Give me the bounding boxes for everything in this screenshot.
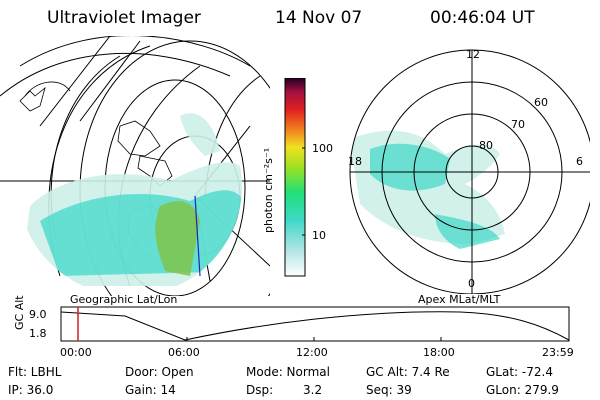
colorbar-tick-10: 10 xyxy=(312,229,326,242)
mlt-label-0: 0 xyxy=(468,277,475,290)
gc-alt-status: GC Alt: 7.4 Re xyxy=(366,365,450,379)
colorbar: photon cm⁻²s⁻¹ xyxy=(262,78,306,277)
polar-plot xyxy=(349,49,590,294)
mlat-label-80: 80 xyxy=(479,139,493,152)
altitude-timeline xyxy=(60,306,570,342)
colorbar-tick-100: 100 xyxy=(312,142,333,155)
glat-status: GLat: -72.4 xyxy=(486,365,553,379)
filter-status: Flt: LBHL xyxy=(8,365,62,379)
time-label: 00:46:04 UT xyxy=(430,8,535,28)
polar-plot-caption: Apex MLat/MLT xyxy=(418,293,501,306)
mlt-label-6: 6 xyxy=(576,155,583,168)
dsp-label: Dsp: xyxy=(246,383,274,397)
mlat-label-60: 60 xyxy=(534,96,548,109)
time-tick-0600: 06:00 xyxy=(168,346,200,359)
gc-alt-axis-label: GC Alt xyxy=(13,295,26,330)
gc-alt-tick-high: 9.0 xyxy=(29,308,47,321)
mlt-label-18: 18 xyxy=(348,155,362,168)
time-tick-1800: 18:00 xyxy=(423,346,455,359)
time-tick-1200: 12:00 xyxy=(296,346,328,359)
date-label: 14 Nov 07 xyxy=(275,8,363,28)
mlt-label-12: 12 xyxy=(466,48,480,61)
time-tick-2359: 23:59 xyxy=(542,346,574,359)
seq-status: Seq: 39 xyxy=(366,383,412,397)
gain-status: Gain: 14 xyxy=(125,383,176,397)
ip-status: IP: 36.0 xyxy=(8,383,54,397)
dsp-value: 3.2 xyxy=(303,383,323,397)
geographic-map-caption: Geographic Lat/Lon xyxy=(70,293,178,306)
time-tick-0000: 00:00 xyxy=(60,346,92,359)
glon-status: GLon: 279.9 xyxy=(486,383,559,397)
mode-status: Mode: Normal xyxy=(246,365,330,379)
door-status: Door: Open xyxy=(125,365,194,379)
mlat-label-70: 70 xyxy=(511,118,525,131)
gc-alt-tick-low: 1.8 xyxy=(29,327,47,340)
instrument-title: Ultraviolet Imager xyxy=(47,8,201,28)
colorbar-unit-label: photon cm⁻²s⁻¹ xyxy=(262,148,275,233)
geographic-map xyxy=(0,36,270,296)
